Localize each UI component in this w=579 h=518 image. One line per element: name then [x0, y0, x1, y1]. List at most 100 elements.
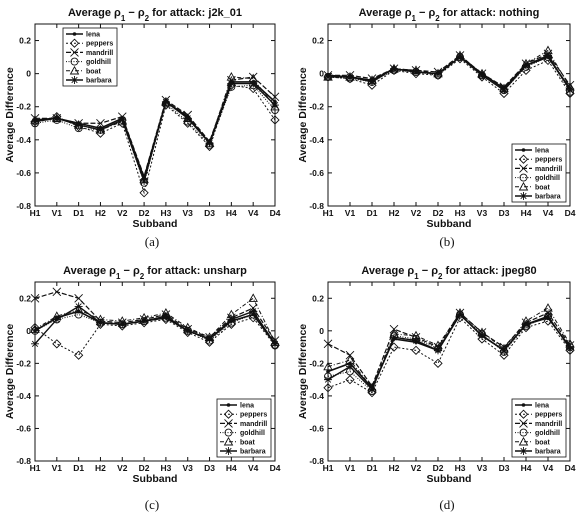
x-tick-label: V2: [411, 208, 422, 218]
x-tick-label: V3: [183, 208, 194, 218]
data-point: [324, 375, 332, 384]
series-boat: [30, 72, 280, 184]
chart-panel-1: -0.8 -0.6 -0.4 -0.2 0 0.2 H1 V1 D1 H2 V2 D2 H3 V3 D3 H4…: [4, 7, 281, 249]
data-point: [346, 72, 354, 81]
series-lena: [326, 55, 572, 91]
title-part: for attack: nothing: [440, 7, 540, 19]
x-tick-label: D4: [565, 208, 576, 218]
legend: lena peppers mandrill goldhill boat barbara: [511, 143, 567, 203]
legend-marker: [72, 32, 77, 36]
chart-title: Average ρ1 − ρ2 for attack: jpeg80: [361, 265, 536, 281]
legend-box: [511, 398, 567, 458]
series-goldhill: [31, 81, 279, 187]
series-mandrill: [30, 72, 280, 181]
legend-label: mandrill: [240, 421, 267, 428]
y-tick-label: 0: [319, 69, 324, 79]
chart-panel-2: -0.8 -0.6 -0.4 -0.2 0 0.2 H1 V1 D1 H2 V2 D2 H3 V3 D3 H4…: [297, 7, 576, 249]
title-subscript: 1: [414, 272, 419, 281]
legend-marker: [70, 57, 79, 66]
legend-marker: [519, 419, 528, 428]
chart-title: Average ρ1 − ρ2 for attack: unsharp: [63, 265, 247, 281]
legend-label: peppers: [86, 41, 113, 48]
data-point: [544, 312, 552, 321]
data-point: [368, 385, 376, 394]
y-tick-label: -0.4: [16, 391, 31, 401]
x-tick-label: H3: [455, 208, 466, 218]
data-point: [434, 346, 442, 355]
x-tick-label: D3: [204, 208, 215, 218]
data-point: [52, 315, 61, 324]
data-point: [346, 362, 354, 371]
data-point: [74, 310, 83, 319]
data-point: [433, 358, 443, 369]
x-tick-label: D1: [367, 208, 378, 218]
series-mandrill: [323, 49, 575, 92]
y-tick-label: -0.4: [309, 135, 324, 145]
legend-label: lena: [535, 148, 549, 155]
y-tick-label: -0.4: [309, 391, 324, 401]
data-point: [74, 302, 83, 311]
legend-label: peppers: [535, 412, 562, 419]
title-subscript: 1: [121, 14, 126, 23]
x-tick-label: D4: [565, 463, 576, 473]
panel-caption: (b): [439, 234, 454, 249]
data-point: [271, 339, 279, 348]
title-part: for attack: j2k_01: [149, 7, 242, 19]
title-subscript: 2: [435, 14, 440, 23]
data-point: [248, 293, 258, 302]
series-peppers: [30, 313, 280, 360]
series-line: [35, 76, 276, 179]
x-tick-label: V4: [543, 463, 554, 473]
data-point: [30, 293, 40, 303]
title-subscript: 1: [116, 272, 121, 281]
legend-label: barbara: [535, 194, 561, 201]
series-line: [328, 53, 571, 88]
chart-title: Average ρ1 − ρ2 for attack: j2k_01: [68, 7, 242, 23]
data-point: [500, 86, 508, 95]
plot-frame: [34, 23, 276, 207]
legend-label: mandrill: [86, 50, 113, 57]
data-point: [345, 374, 355, 385]
y-tick-label: -0.2: [16, 358, 31, 368]
data-point: [478, 71, 486, 80]
legend-label: boat: [535, 184, 550, 191]
legend-marker: [69, 65, 80, 75]
legend-label: boat: [535, 439, 550, 446]
x-tick-label: H3: [160, 208, 171, 218]
data-point: [183, 114, 192, 123]
y-tick-label: -0.8: [16, 456, 31, 466]
x-tick-label: H1: [323, 463, 334, 473]
data-point: [226, 319, 237, 329]
series-line: [34, 76, 276, 182]
title-part: − ρ: [419, 265, 439, 277]
data-point: [205, 334, 214, 343]
data-point: [271, 101, 279, 110]
title-subscript: 2: [145, 14, 150, 23]
data-point: [390, 333, 398, 342]
x-tick-label: V3: [183, 463, 194, 473]
x-tick-label: D1: [367, 463, 378, 473]
x-tick-label: D2: [433, 208, 444, 218]
x-tick-label: D1: [73, 208, 84, 218]
series-peppers: [323, 313, 575, 398]
series-goldhill: [324, 310, 574, 395]
x-tick-label: V2: [117, 208, 128, 218]
title-part: − ρ: [416, 7, 436, 19]
series-barbara: [324, 310, 574, 394]
series-barbara: [324, 51, 574, 95]
data-point: [227, 315, 236, 324]
x-tick-label: V1: [345, 208, 356, 218]
y-tick-label: -0.2: [309, 102, 324, 112]
title-part: − ρ: [120, 265, 140, 277]
data-point: [412, 336, 420, 345]
x-tick-label: D3: [499, 463, 510, 473]
series-goldhill: [31, 310, 279, 350]
x-tick-label: H1: [323, 208, 334, 218]
data-point: [161, 312, 170, 321]
data-point: [478, 331, 486, 340]
data-point: [411, 345, 421, 355]
data-point: [270, 92, 280, 102]
data-point: [52, 339, 62, 349]
legend-marker: [519, 428, 528, 437]
x-tick-label: V4: [543, 208, 554, 218]
